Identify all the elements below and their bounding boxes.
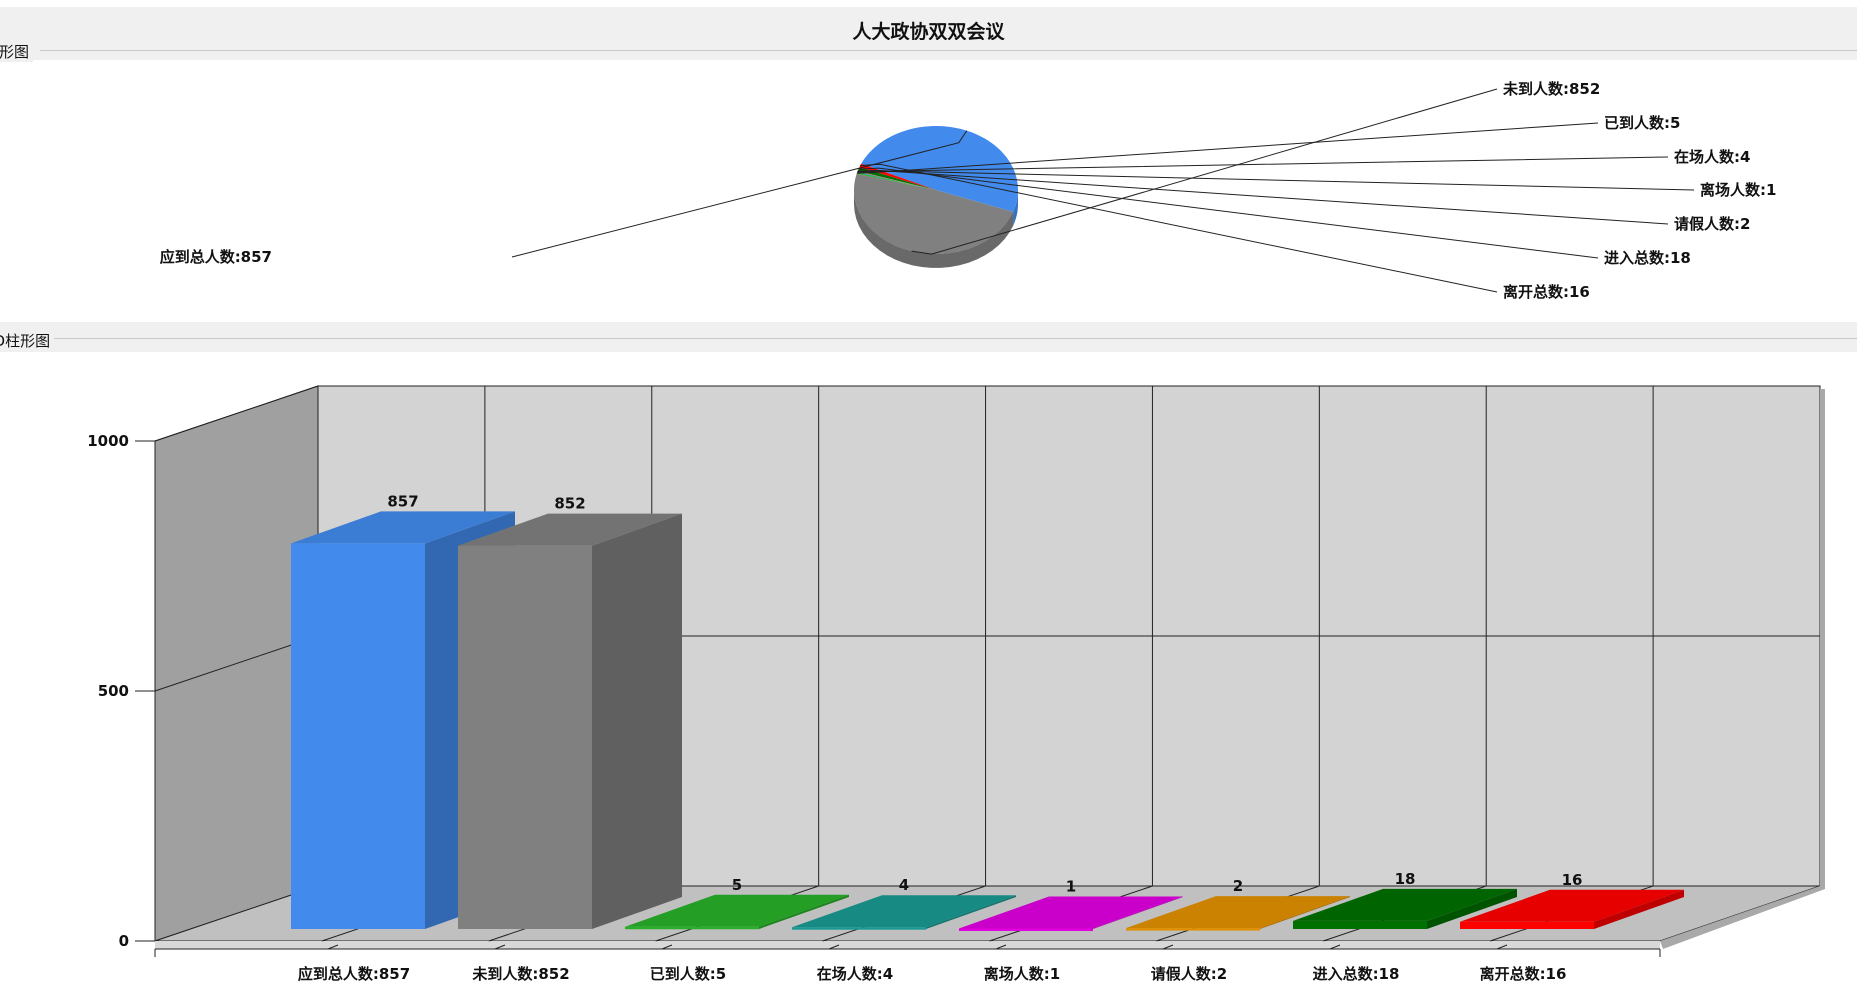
bar-top <box>291 511 515 544</box>
bar-top <box>458 513 682 546</box>
pie-leader-line <box>511 130 968 258</box>
bar-chart-3d: 0 500 1000 857 852 5 4 1 2 18 16 应到总人数:857 未到人数:852 已… <box>87 385 1825 983</box>
bar-top <box>959 896 1183 929</box>
x-tick <box>1162 944 1174 950</box>
floor-front-edge <box>155 941 1660 949</box>
x-category-label: 应到总人数:857 <box>298 965 410 983</box>
pie-section-divider <box>40 50 1857 51</box>
bar-section-divider <box>40 338 1857 339</box>
bar-front <box>792 927 926 930</box>
bar-value-label: 4 <box>899 876 909 894</box>
pie-slice-side <box>854 190 1014 268</box>
bar-value-label: 1 <box>1066 878 1076 896</box>
bar-value-label: 852 <box>554 495 585 513</box>
left-wall-grid-line <box>154 385 319 442</box>
pie-leader-line <box>860 163 1498 293</box>
x-tick <box>1329 944 1341 950</box>
bar-top <box>1293 888 1517 921</box>
pie-slice <box>854 173 1014 254</box>
bar-side <box>1594 889 1684 929</box>
pie-leader-line <box>856 122 1599 174</box>
bar-side <box>1260 896 1350 929</box>
pie-slice-label: 进入总数:18 <box>1604 249 1691 267</box>
x-tick <box>1496 944 1508 950</box>
bar <box>792 895 1016 930</box>
bar-section-label: 3D柱形图 <box>0 330 55 351</box>
bar <box>1293 888 1517 929</box>
bar <box>625 894 849 930</box>
pie-slice-label: 离开总数:16 <box>1503 283 1590 301</box>
y-tick-label: 0 <box>119 932 129 950</box>
bar-side <box>592 513 682 929</box>
bar <box>1460 889 1684 929</box>
pie-slice-label: 已到人数:5 <box>1604 114 1680 132</box>
bar-top <box>625 894 849 927</box>
bar <box>1126 896 1350 931</box>
bar-section-bar <box>0 322 1857 352</box>
x-category-label: 离场人数:1 <box>984 965 1060 983</box>
bar <box>458 513 682 929</box>
bar <box>959 896 1183 931</box>
pie-slice-label: 未到人数:852 <box>1502 80 1600 98</box>
pie-slice <box>856 172 936 190</box>
pie-slice-side <box>1013 190 1018 226</box>
bar-side <box>759 894 849 929</box>
pie-slice <box>857 167 936 190</box>
x-tick <box>828 944 840 950</box>
pie-slice-label: 在场人数:4 <box>1674 148 1750 166</box>
pie-leader-line <box>857 169 1669 225</box>
bar-front <box>458 545 592 929</box>
bar-top <box>792 895 1016 928</box>
x-category-label: 未到人数:852 <box>471 965 569 983</box>
pie-slice <box>857 171 936 190</box>
pie-section-label: 饼形图 <box>0 41 34 62</box>
x-tick <box>494 944 506 950</box>
pie-slice <box>857 171 936 190</box>
pie-slice <box>857 171 936 190</box>
bar-side <box>1427 888 1517 929</box>
bar-value-label: 857 <box>387 492 418 510</box>
pie-leader-line <box>857 156 1669 173</box>
left-wall-grid-line <box>154 635 319 692</box>
bar-front <box>291 543 425 929</box>
x-category-label: 在场人数:4 <box>817 965 893 983</box>
bar-value-label: 5 <box>732 876 742 894</box>
bar-front <box>625 926 759 930</box>
x-tick <box>995 944 1007 950</box>
bar-front <box>1126 928 1260 931</box>
bar-front <box>959 928 1093 931</box>
bar-value-label: 2 <box>1233 877 1243 895</box>
pie-slice <box>861 126 1018 212</box>
bar-value-label: 18 <box>1395 870 1416 888</box>
y-tick-label: 500 <box>98 682 129 700</box>
bar-value-label: 16 <box>1562 871 1583 889</box>
pie-leader-line <box>858 167 1599 259</box>
page-title: 人大政协双双会议 <box>852 21 1005 43</box>
x-category-label: 已到人数:5 <box>650 965 726 983</box>
bar-side <box>1093 896 1183 929</box>
y-tick-label: 1000 <box>87 432 129 450</box>
x-category-label: 离开总数:16 <box>1480 965 1567 983</box>
pie-leader-line <box>911 88 1498 255</box>
bar-top <box>1460 889 1684 922</box>
x-tick <box>661 944 673 950</box>
x-category-label: 进入总数:18 <box>1313 965 1400 983</box>
pie-slice-label: 请假人数:2 <box>1674 215 1750 233</box>
pie-slice-label: 离场人数:1 <box>1700 181 1776 199</box>
x-tick <box>327 944 339 950</box>
bar-front <box>1293 920 1427 929</box>
bar-top <box>1126 896 1350 929</box>
x-category-label: 请假人数:2 <box>1151 965 1227 983</box>
bar-front <box>1460 921 1594 929</box>
bar-side <box>926 895 1016 929</box>
floor-right-edge <box>1660 886 1825 949</box>
pie-slice-label: 应到总人数:857 <box>160 248 272 266</box>
back-wall-shadow <box>1820 389 1825 889</box>
